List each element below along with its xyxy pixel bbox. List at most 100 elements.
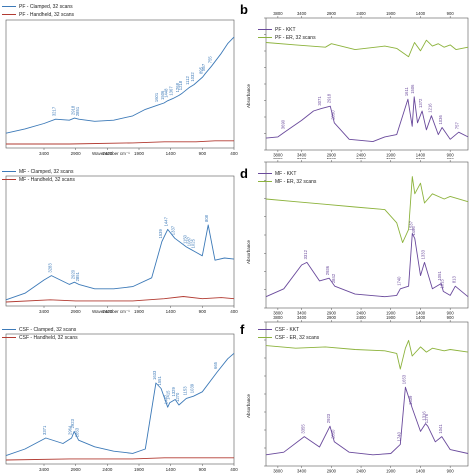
peak-label: 2918 <box>71 105 76 115</box>
x-tick-label: 900 <box>199 151 207 156</box>
peak-label: 3312 <box>303 249 308 259</box>
x-tick-label: 2900 <box>71 309 82 314</box>
plot-d: 3800 3400 2900 2400 1900 1400 900 3800 3400 2900 2… <box>264 158 469 316</box>
legend-entry: MF - ER, 32 scans <box>258 178 316 186</box>
x-tick-label: 1400 <box>166 151 177 156</box>
x-tick-label: 2400 <box>356 469 366 474</box>
peak-label: 1032 <box>190 72 195 82</box>
peak-label: 1367 <box>169 86 174 96</box>
peak-label: 857 <box>201 63 206 71</box>
peak-label: 1039 <box>190 383 195 393</box>
legend-entry: CSF - ER, 32 scans <box>258 334 319 342</box>
legend-entry: MF - Clamped, 32 scans <box>2 168 75 176</box>
peak-label: 1316 <box>421 411 426 421</box>
peak-label: 2851 <box>75 106 80 116</box>
y-axis-label: Absorbance <box>246 239 251 264</box>
peak-label: 1087 <box>186 236 191 246</box>
peak-label: 1539 <box>158 229 163 239</box>
series-line-handheld <box>5 296 235 303</box>
peak-label: 3071 <box>317 96 322 106</box>
peak-label: 2850 <box>330 429 335 439</box>
legend-entry: PF - KKT <box>258 26 316 34</box>
legend-e: CSF - Clamped, 32 scans CSF - Handheld, … <box>2 326 78 342</box>
legend-entry: PF - ER, 32 scans <box>258 34 316 42</box>
series-line-kkt <box>265 232 469 298</box>
x-tick-label: 2400 <box>102 467 113 472</box>
legend-entry: PF - Clamped, 32 scans <box>2 3 74 11</box>
panel-e: 3400 2900 2400 1900 1400 900 400 3371 2964 2923 28… <box>0 316 238 474</box>
x-tick-label-top: 3800 <box>273 11 283 16</box>
legend-f: CSF - KKT CSF - ER, 32 scans <box>258 326 319 342</box>
x-tick-label: 3400 <box>297 311 307 316</box>
legend-entry: CSF - Clamped, 32 scans <box>2 326 78 334</box>
peak-label: 1506 <box>160 90 165 100</box>
x-tick-label: 1900 <box>134 467 145 472</box>
peak-label: 808 <box>204 214 209 222</box>
peak-label: 1447 <box>164 394 169 404</box>
peak-label: 1653 <box>401 374 406 384</box>
peak-label: 1333 <box>420 249 425 259</box>
panel-f: f 3800 3400 2900 2400 1900 1400 900 3800 3400 290… <box>238 316 474 474</box>
legend-entry: MF - Handheld, 32 scans <box>2 176 75 184</box>
x-tick-label-top: 900 <box>447 158 455 160</box>
x-tick-label: 1900 <box>134 309 145 314</box>
x-tick-label: 1900 <box>386 311 396 316</box>
peak-label: 2851 <box>75 271 80 281</box>
series-line-kkt <box>265 96 469 143</box>
x-tick-label: 1900 <box>386 153 396 158</box>
x-tick-label: 2400 <box>356 311 366 316</box>
peak-label: 1153 <box>182 386 187 396</box>
peak-label: 1329 <box>171 387 176 397</box>
legend-entry: CSF - KKT <box>258 326 319 334</box>
x-tick-label-top: 1400 <box>416 316 426 320</box>
peak-label: 1337 <box>171 225 176 235</box>
x-tick-label: 900 <box>199 309 207 314</box>
legend-entry: CSF - Handheld, 32 scans <box>2 334 78 342</box>
x-tick-label-top: 1900 <box>386 11 396 16</box>
peak-label: 1448 <box>164 88 169 98</box>
plot-b: 3800 3400 2900 2400 1900 1400 900 3800 3400 2900 2… <box>264 11 469 158</box>
y-axis-label: Absorbance <box>246 393 251 418</box>
x-tick-label-top: 2400 <box>356 158 366 160</box>
x-tick-label-top: 3800 <box>273 158 283 160</box>
x-tick-label: 400 <box>230 309 238 314</box>
plot-frame <box>5 333 235 465</box>
peak-label: 1633 <box>152 370 157 380</box>
x-tick-label-top: 2900 <box>327 158 337 160</box>
peak-label: 1218 <box>178 80 183 90</box>
x-tick-label: 900 <box>447 469 455 474</box>
x-tick-label-top: 1900 <box>386 316 396 320</box>
x-tick-label-top: 1400 <box>416 158 426 160</box>
x-tick-label-top: 3400 <box>297 158 307 160</box>
x-tick-label-top: 900 <box>447 11 455 16</box>
x-tick-label-top: 3800 <box>273 316 283 320</box>
panel-letter: d <box>240 166 248 181</box>
peak-label: 1601 <box>154 92 159 102</box>
plot-e: 3400 2900 2400 1900 1400 900 400 3371 2964292328… <box>5 333 238 472</box>
peak-label: 2842 <box>331 273 336 283</box>
peak-label: 2920 <box>70 269 75 279</box>
peak-label: 1112 <box>185 75 190 84</box>
peak-label: 1150 <box>183 234 188 244</box>
series-line-er <box>265 339 469 370</box>
x-tick-label: 900 <box>447 311 455 316</box>
x-tick-label: 2900 <box>71 467 82 472</box>
x-axis-label: Wavenumber cm⁻¹ <box>92 151 130 156</box>
panel-a: 3400 2900 2400 1900 1400 900 400 3217 2918 2851 16… <box>0 0 238 158</box>
panel-c: 3400 2900 2400 1900 1400 900 400 3283 2920 2851 15… <box>0 158 238 316</box>
x-tick-label: 3800 <box>273 311 283 316</box>
x-tick-label: 1400 <box>416 469 426 474</box>
legend-entry: PF - Handheld, 32 scans <box>2 11 74 19</box>
series-line-handheld <box>6 140 234 145</box>
x-tick-label: 1400 <box>166 309 177 314</box>
x-tick-label: 2900 <box>327 311 337 316</box>
x-axis-label: Wavenumber cm⁻¹ <box>92 309 130 314</box>
plot-c: 3400 2900 2400 1900 1400 900 400 3283 2920 2851 15… <box>5 175 238 314</box>
peak-label: 2918 <box>326 93 331 103</box>
series-line-er <box>265 39 469 58</box>
series-line-kkt <box>265 386 469 456</box>
peak-label: 1611 <box>404 86 409 96</box>
x-tick-label: 3400 <box>297 153 307 158</box>
x-tick-label: 2900 <box>71 151 82 156</box>
x-tick-label: 2900 <box>327 153 337 158</box>
